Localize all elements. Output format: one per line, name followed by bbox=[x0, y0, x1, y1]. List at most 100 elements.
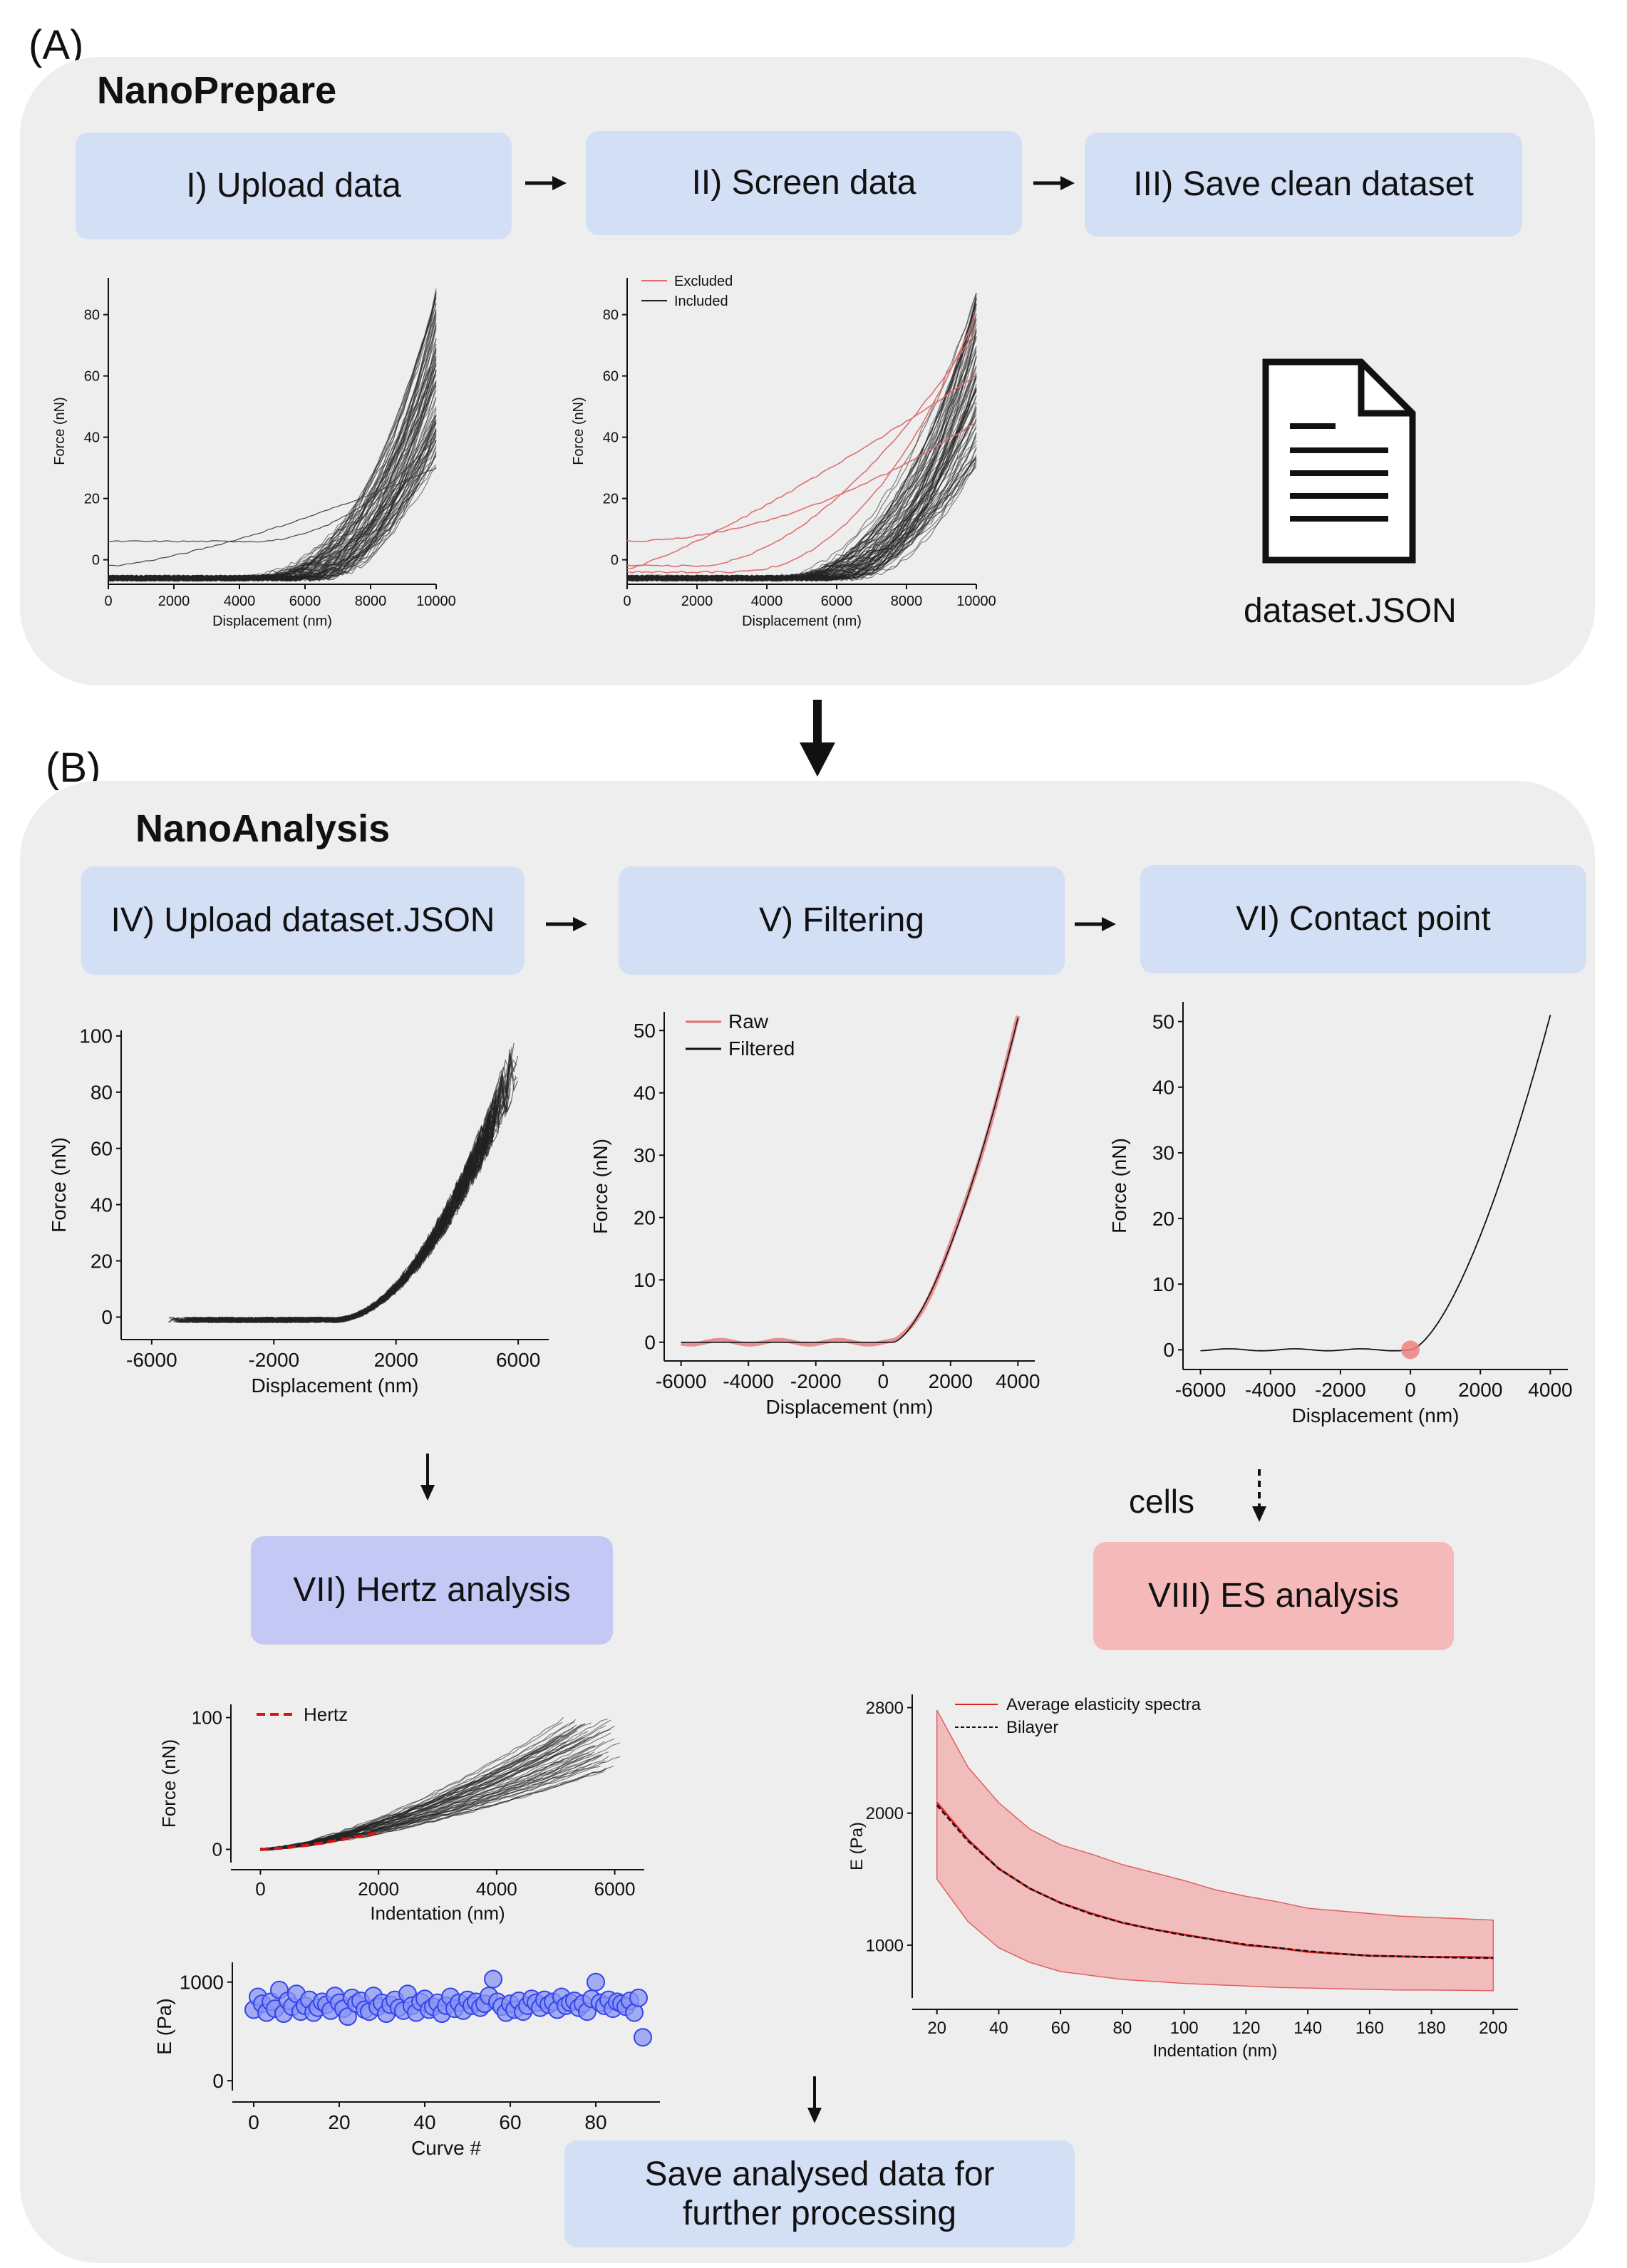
chart-hertz-modulus: 0 20 40 60 80 0 1000 Curve # E (Pa) bbox=[153, 1962, 660, 2159]
force-curve bbox=[207, 1049, 518, 1323]
excluded-curve bbox=[626, 328, 977, 568]
x-tick-label: 200 bbox=[1479, 2019, 1507, 2038]
y-tick-label: 30 bbox=[634, 1144, 656, 1166]
step-upload-dataset-json[interactable]: IV) Upload dataset.JSON bbox=[81, 866, 525, 975]
x-tick-label: -2000 bbox=[790, 1370, 842, 1392]
raw-curve bbox=[681, 1015, 1021, 1347]
y-tick-label: 0 bbox=[92, 553, 100, 569]
legend-filtered-label: Filtered bbox=[728, 1037, 795, 1060]
x-tick-label: 8000 bbox=[355, 594, 387, 609]
y-tick-label: 60 bbox=[603, 369, 619, 385]
x-axis-label: Indentation (nm) bbox=[370, 1902, 505, 1924]
x-tick-label: 6000 bbox=[289, 594, 321, 609]
step-es-analysis[interactable]: VIII) ES analysis bbox=[1093, 1542, 1454, 1650]
x-tick-label: 0 bbox=[877, 1370, 889, 1392]
chart-elasticity-spectra: 20 40 60 80 100 120 140 160 180 200 1000 2000 2800 In… bbox=[847, 1694, 1518, 2061]
y-tick-label: 20 bbox=[634, 1207, 656, 1229]
x-tick-label: -4000 bbox=[723, 1370, 774, 1392]
y-tick-label: 0 bbox=[212, 2070, 224, 2092]
x-tick-label: 180 bbox=[1417, 2019, 1446, 2038]
x-tick-label: 4000 bbox=[476, 1878, 517, 1900]
y-tick-label: 40 bbox=[91, 1193, 113, 1216]
indentation-curve bbox=[260, 1736, 570, 1851]
step-upload-data[interactable]: I) Upload data bbox=[76, 133, 512, 239]
chart-screen-data: 0 2000 4000 6000 8000 10000 0 20 40 60 80 Displacem… bbox=[571, 274, 996, 629]
indentation-curve bbox=[260, 1738, 589, 1850]
chart-nano-upload: -6000 -2000 2000 6000 0 20 40 60 80 100 Displaceme… bbox=[48, 1025, 549, 1397]
force-curve bbox=[108, 467, 437, 566]
excluded-curve bbox=[626, 421, 977, 542]
included-curve bbox=[626, 303, 977, 582]
y-tick-label: 2000 bbox=[866, 1804, 904, 1823]
x-tick-label: 60 bbox=[1051, 2019, 1070, 2038]
included-curve bbox=[626, 298, 977, 582]
step-filtering[interactable]: V) Filtering bbox=[619, 866, 1065, 975]
step-contact-point[interactable]: VI) Contact point bbox=[1140, 865, 1586, 973]
included-curve bbox=[626, 425, 977, 582]
x-tick-label: 2000 bbox=[374, 1349, 418, 1371]
y-tick-label: 60 bbox=[91, 1138, 113, 1160]
y-tick-label: 20 bbox=[91, 1250, 113, 1272]
arrow-right-icon bbox=[546, 917, 587, 931]
step-screen-data[interactable]: II) Screen data bbox=[586, 131, 1022, 235]
x-tick-label: 6000 bbox=[821, 594, 853, 609]
panel-b-title: NanoAnalysis bbox=[135, 807, 391, 850]
x-tick-label: 4000 bbox=[751, 594, 783, 609]
included-curve bbox=[626, 329, 977, 582]
force-curve bbox=[184, 1075, 517, 1323]
included-curve bbox=[626, 388, 977, 582]
y-tick-label: 100 bbox=[79, 1025, 113, 1047]
bilayer-fit-line bbox=[936, 1804, 1494, 1959]
x-tick-label: 2000 bbox=[158, 594, 190, 609]
indentation-curve bbox=[260, 1725, 606, 1850]
contact-curve bbox=[1200, 1015, 1551, 1352]
x-tick-label: 4000 bbox=[996, 1370, 1040, 1392]
y-tick-label: 80 bbox=[84, 308, 100, 323]
x-axis-label: Displacement (nm) bbox=[742, 613, 862, 629]
included-curve bbox=[626, 304, 977, 582]
indentation-curve bbox=[260, 1721, 563, 1851]
x-tick-label: -4000 bbox=[1245, 1379, 1296, 1401]
x-axis-label: Displacement (nm) bbox=[212, 613, 332, 629]
contact-point-marker bbox=[1401, 1340, 1420, 1360]
step-save-clean-dataset[interactable]: III) Save clean dataset bbox=[1085, 133, 1522, 237]
chart-contact-point: -6000 -4000 -2000 0 2000 4000 0 10 20 30 40 50 Displ… bbox=[1108, 1002, 1573, 1426]
indentation-curve bbox=[260, 1722, 592, 1850]
x-tick-label: 0 bbox=[255, 1878, 265, 1900]
panel-a-title: NanoPrepare bbox=[97, 69, 337, 112]
y-axis-label: Force (nN) bbox=[52, 397, 68, 465]
step-hertz-analysis[interactable]: VII) Hertz analysis bbox=[251, 1536, 613, 1645]
chart-filtering: -6000 -4000 -2000 0 2000 4000 0 10 20 30 40 50 Displ… bbox=[589, 1010, 1040, 1418]
included-curve bbox=[626, 378, 977, 582]
x-tick-label: 100 bbox=[1170, 2019, 1199, 2038]
y-tick-label: 50 bbox=[1152, 1010, 1174, 1032]
y-tick-label: 20 bbox=[603, 492, 619, 507]
arrow-right-icon bbox=[525, 176, 567, 190]
y-tick-label: 60 bbox=[84, 369, 100, 385]
force-curve bbox=[193, 1111, 505, 1324]
force-curve bbox=[108, 447, 437, 582]
document-icon bbox=[1262, 358, 1416, 564]
legend-raw-label: Raw bbox=[728, 1010, 769, 1032]
force-curve bbox=[205, 1053, 519, 1323]
x-tick-label: 140 bbox=[1293, 2019, 1322, 2038]
force-curve bbox=[108, 364, 437, 582]
x-tick-label: 0 bbox=[623, 594, 631, 609]
included-curve bbox=[626, 338, 977, 582]
y-tick-label: 0 bbox=[1163, 1339, 1174, 1361]
legend-bilayer-label: Bilayer bbox=[1006, 1718, 1058, 1737]
included-curve bbox=[627, 389, 977, 582]
dataset-file-label: dataset.JSON bbox=[1244, 592, 1457, 630]
x-tick-label: 4000 bbox=[224, 594, 256, 609]
modulus-point bbox=[339, 2007, 357, 2026]
force-curve bbox=[108, 414, 437, 581]
x-tick-label: -6000 bbox=[126, 1349, 177, 1371]
legend-excluded-label: Excluded bbox=[674, 274, 733, 289]
hertz-fit-line bbox=[260, 1831, 379, 1851]
y-tick-label: 1000 bbox=[180, 1971, 224, 1993]
y-tick-label: 40 bbox=[84, 430, 100, 446]
step-save-analysed-data[interactable]: Save analysed data for further processin… bbox=[564, 2140, 1075, 2247]
indentation-curve bbox=[260, 1734, 562, 1851]
y-tick-label: 20 bbox=[84, 492, 100, 507]
y-axis-label: Force (nN) bbox=[48, 1137, 70, 1233]
